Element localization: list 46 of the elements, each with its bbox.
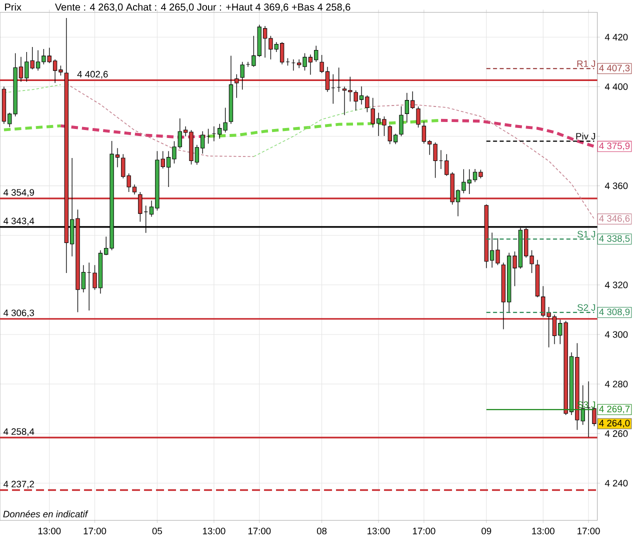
x-tick-label: 17:00 xyxy=(412,528,436,534)
x-tick-label: 17:00 xyxy=(248,528,271,534)
x-tick-label: 05 xyxy=(152,528,162,534)
y-tick-label: 4 400 xyxy=(604,83,628,90)
y-tick-label: 4 320 xyxy=(604,282,628,288)
y-tick-label: 4 300 xyxy=(604,331,628,338)
y-tick-label: 4 280 xyxy=(604,380,628,388)
y-tick-label: 4 420 xyxy=(604,34,628,40)
x-tick-label: 17:00 xyxy=(84,528,106,534)
ref-line-label: 4 343,4 xyxy=(4,218,34,226)
legend-label: R1 J xyxy=(577,60,596,67)
x-tick-label: 13:00 xyxy=(532,528,554,534)
x-tick-label: 13:00 xyxy=(38,528,61,534)
data-label: 4 375,9 xyxy=(599,142,630,150)
data-label: 4 407,3 xyxy=(599,64,630,72)
text: 4 264,0 xyxy=(599,420,630,428)
ref-line-label: 4 306,3 xyxy=(4,310,34,318)
x-tick-label: 08 xyxy=(316,528,327,534)
candlestick xyxy=(234,74,239,98)
chart-title: Prix xyxy=(5,3,22,11)
x-tick-label: 13:00 xyxy=(368,528,390,534)
y-tick-label: 4 240 xyxy=(604,480,628,486)
x-tick-label: 17:00 xyxy=(578,528,600,534)
legend-label: S1 J xyxy=(577,230,596,238)
line-series xyxy=(440,118,596,148)
candlestick xyxy=(416,106,420,128)
x-tick-label: 09 xyxy=(482,528,492,534)
legend-label: S2 J xyxy=(577,304,596,311)
series-label: Piv J xyxy=(576,132,596,140)
y-tick-label: 4 260 xyxy=(604,430,628,437)
candlestick xyxy=(399,106,404,137)
x-tick-label: 13:00 xyxy=(202,528,226,534)
ref-line-label: 4 402,6 xyxy=(77,70,108,79)
data-label: 4 346,6 xyxy=(599,215,630,223)
y-tick-label: 4 360 xyxy=(604,182,628,190)
data-label: 4 269,7 xyxy=(599,406,630,414)
annotation: Données en indicatif xyxy=(3,510,88,518)
candlestick xyxy=(592,406,596,427)
ref-line-label: 4 237,2 xyxy=(4,480,34,488)
candlestick xyxy=(240,62,244,90)
data-label: 4 308,9 xyxy=(599,308,630,316)
line-series xyxy=(253,106,374,157)
data-label: 4 338,5 xyxy=(599,235,630,243)
chart-subtitle: Vente : 4 263,0 Achat : 4 265,0 Jour : +Haut 4 369,6 +Bas 4 258,6 xyxy=(54,3,350,12)
ref-line-label: 4 354,9 xyxy=(4,189,34,197)
ref-line-label: 4 258,4 xyxy=(4,428,34,436)
